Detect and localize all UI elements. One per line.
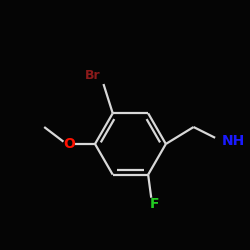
Text: Br: Br [85, 70, 100, 82]
Text: NH: NH [221, 134, 244, 148]
Text: F: F [150, 197, 159, 211]
Text: O: O [63, 137, 75, 151]
